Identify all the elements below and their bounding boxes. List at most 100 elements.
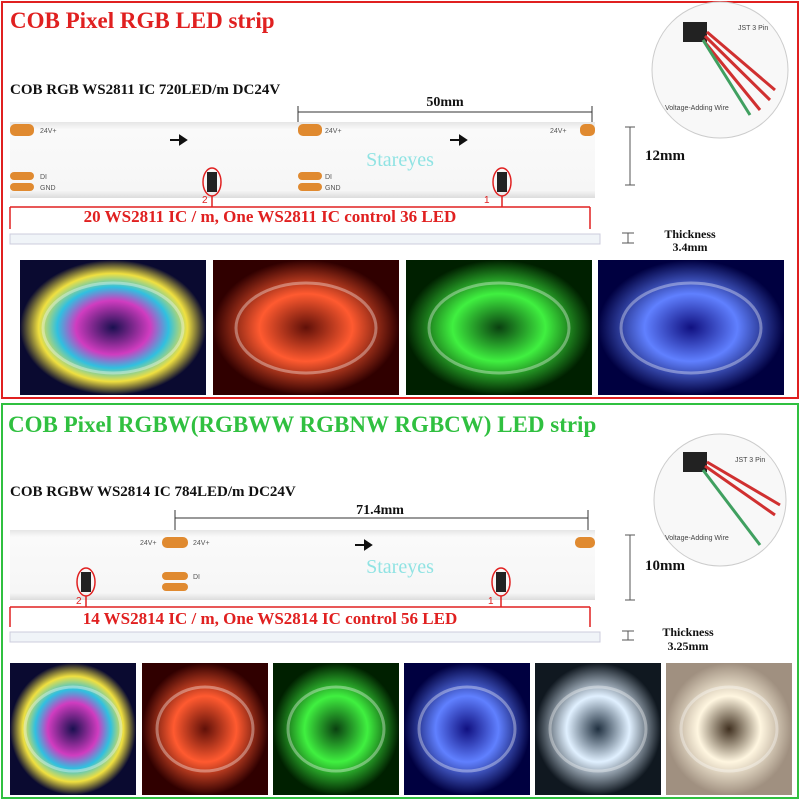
width-label: 10mm: [645, 558, 685, 574]
dimension: [297, 106, 593, 124]
note-bracket: [9, 596, 591, 627]
product-photo: [273, 663, 399, 795]
ic-note: 14 WS2814 IC / m, One WS2814 IC control …: [83, 609, 458, 628]
thickness-label: Thickness: [664, 227, 716, 241]
watermark: Stareyes: [366, 149, 434, 171]
connector-label: JST 3 Pin: [738, 25, 768, 32]
strip-coil: [548, 685, 648, 773]
pad-label: GND: [40, 185, 56, 192]
product-photo: [213, 260, 399, 395]
pad-label: 24V+: [550, 128, 567, 135]
strip-side: [9, 233, 601, 245]
pad: [10, 183, 34, 191]
connector: [683, 452, 707, 472]
section-frame: [1, 403, 799, 799]
product-photo: [666, 663, 792, 795]
pad-label: 24V+: [140, 540, 157, 547]
strip-coil: [417, 685, 517, 773]
pad-label: 24V+: [325, 128, 342, 135]
pad-label: GND: [325, 185, 341, 192]
cut-mark: 1: [488, 596, 494, 607]
pad: [162, 572, 188, 580]
strip-coil: [679, 685, 779, 773]
width-bracket: [625, 126, 635, 186]
strip-coil: [23, 685, 123, 773]
pad: [162, 583, 188, 591]
length-label: 50mm: [426, 95, 464, 110]
wire: [701, 469, 762, 546]
direction-arrow: [170, 134, 468, 146]
section-title: COB Pixel RGBW(RGBWW RGBNW RGBCW) LED st…: [8, 412, 596, 437]
connector-inset: JST 3 Pin Voltage-Adding Wire: [653, 433, 787, 567]
watermark: Stareyes: [366, 556, 434, 578]
strip: [10, 530, 595, 600]
pad: [298, 172, 322, 180]
thickness-bracket: [622, 630, 634, 641]
wire: [701, 30, 776, 111]
chip: [207, 172, 217, 192]
product-photo: [535, 663, 661, 795]
chip: [497, 172, 507, 192]
strip-coil: [427, 281, 571, 375]
width-label: 12mm: [645, 148, 685, 164]
wire: [701, 39, 752, 116]
connector-label: JST 3 Pin: [735, 457, 765, 464]
note-bracket: [9, 196, 591, 229]
cut-mark: 2: [76, 596, 82, 607]
pad-label: DI: [193, 574, 200, 581]
section-frame: [1, 1, 799, 399]
photo-row: [20, 260, 784, 395]
pad-label: 24V+: [40, 128, 57, 135]
dimension: [174, 510, 589, 530]
pad-label: DI: [325, 174, 332, 181]
strip-coil: [234, 281, 378, 375]
pad-label: 24V+: [193, 540, 210, 547]
pad: [298, 183, 322, 191]
product-photo: [20, 260, 206, 395]
thickness-value: 3.4mm: [673, 240, 708, 254]
product-photo: [406, 260, 592, 395]
spec: COB RGBW WS2814 IC 784LED/m DC24V: [10, 484, 296, 500]
chip: [81, 572, 91, 592]
product-photo: [598, 260, 784, 395]
strip-coil: [41, 281, 185, 375]
wire: [704, 460, 781, 517]
wire-label: Voltage-Adding Wire: [665, 535, 729, 542]
connector: [683, 22, 707, 42]
pad-label: DI: [40, 174, 47, 181]
thickness-value: 3.25mm: [668, 639, 709, 653]
pads: [10, 124, 595, 191]
cut-mark: 1: [484, 195, 490, 206]
cut-mark: 2: [202, 195, 208, 206]
spec: COB RGB WS2811 IC 720LED/m DC24V: [10, 82, 280, 98]
strip-coils: [23, 685, 779, 773]
strip-side: [9, 631, 601, 643]
pad: [10, 172, 34, 180]
inset-circle: [651, 1, 789, 139]
photo-row: [10, 663, 792, 795]
wire-label: Voltage-Adding Wire: [665, 105, 729, 112]
product-photo: [404, 663, 530, 795]
strip-coil: [155, 685, 255, 773]
thickness-bracket: [622, 232, 634, 244]
strip-coil: [619, 281, 763, 375]
direction-arrow: [355, 539, 373, 551]
ic-note: 20 WS2811 IC / m, One WS2811 IC control …: [84, 207, 457, 226]
product-photo: [142, 663, 268, 795]
pad: [298, 124, 322, 136]
pad: [10, 124, 34, 136]
chip: [496, 572, 506, 592]
length-label: 71.4mm: [356, 503, 404, 518]
pads: [162, 537, 595, 591]
section-title: COB Pixel RGB LED strip: [10, 8, 275, 33]
strip-coil: [286, 685, 386, 773]
pad: [580, 124, 595, 136]
pad: [162, 537, 188, 548]
thickness-label: Thickness: [662, 625, 714, 639]
strip-coils: [41, 281, 763, 375]
inset-circle: [653, 433, 787, 567]
product-photo: [10, 663, 136, 795]
pad: [575, 537, 595, 548]
